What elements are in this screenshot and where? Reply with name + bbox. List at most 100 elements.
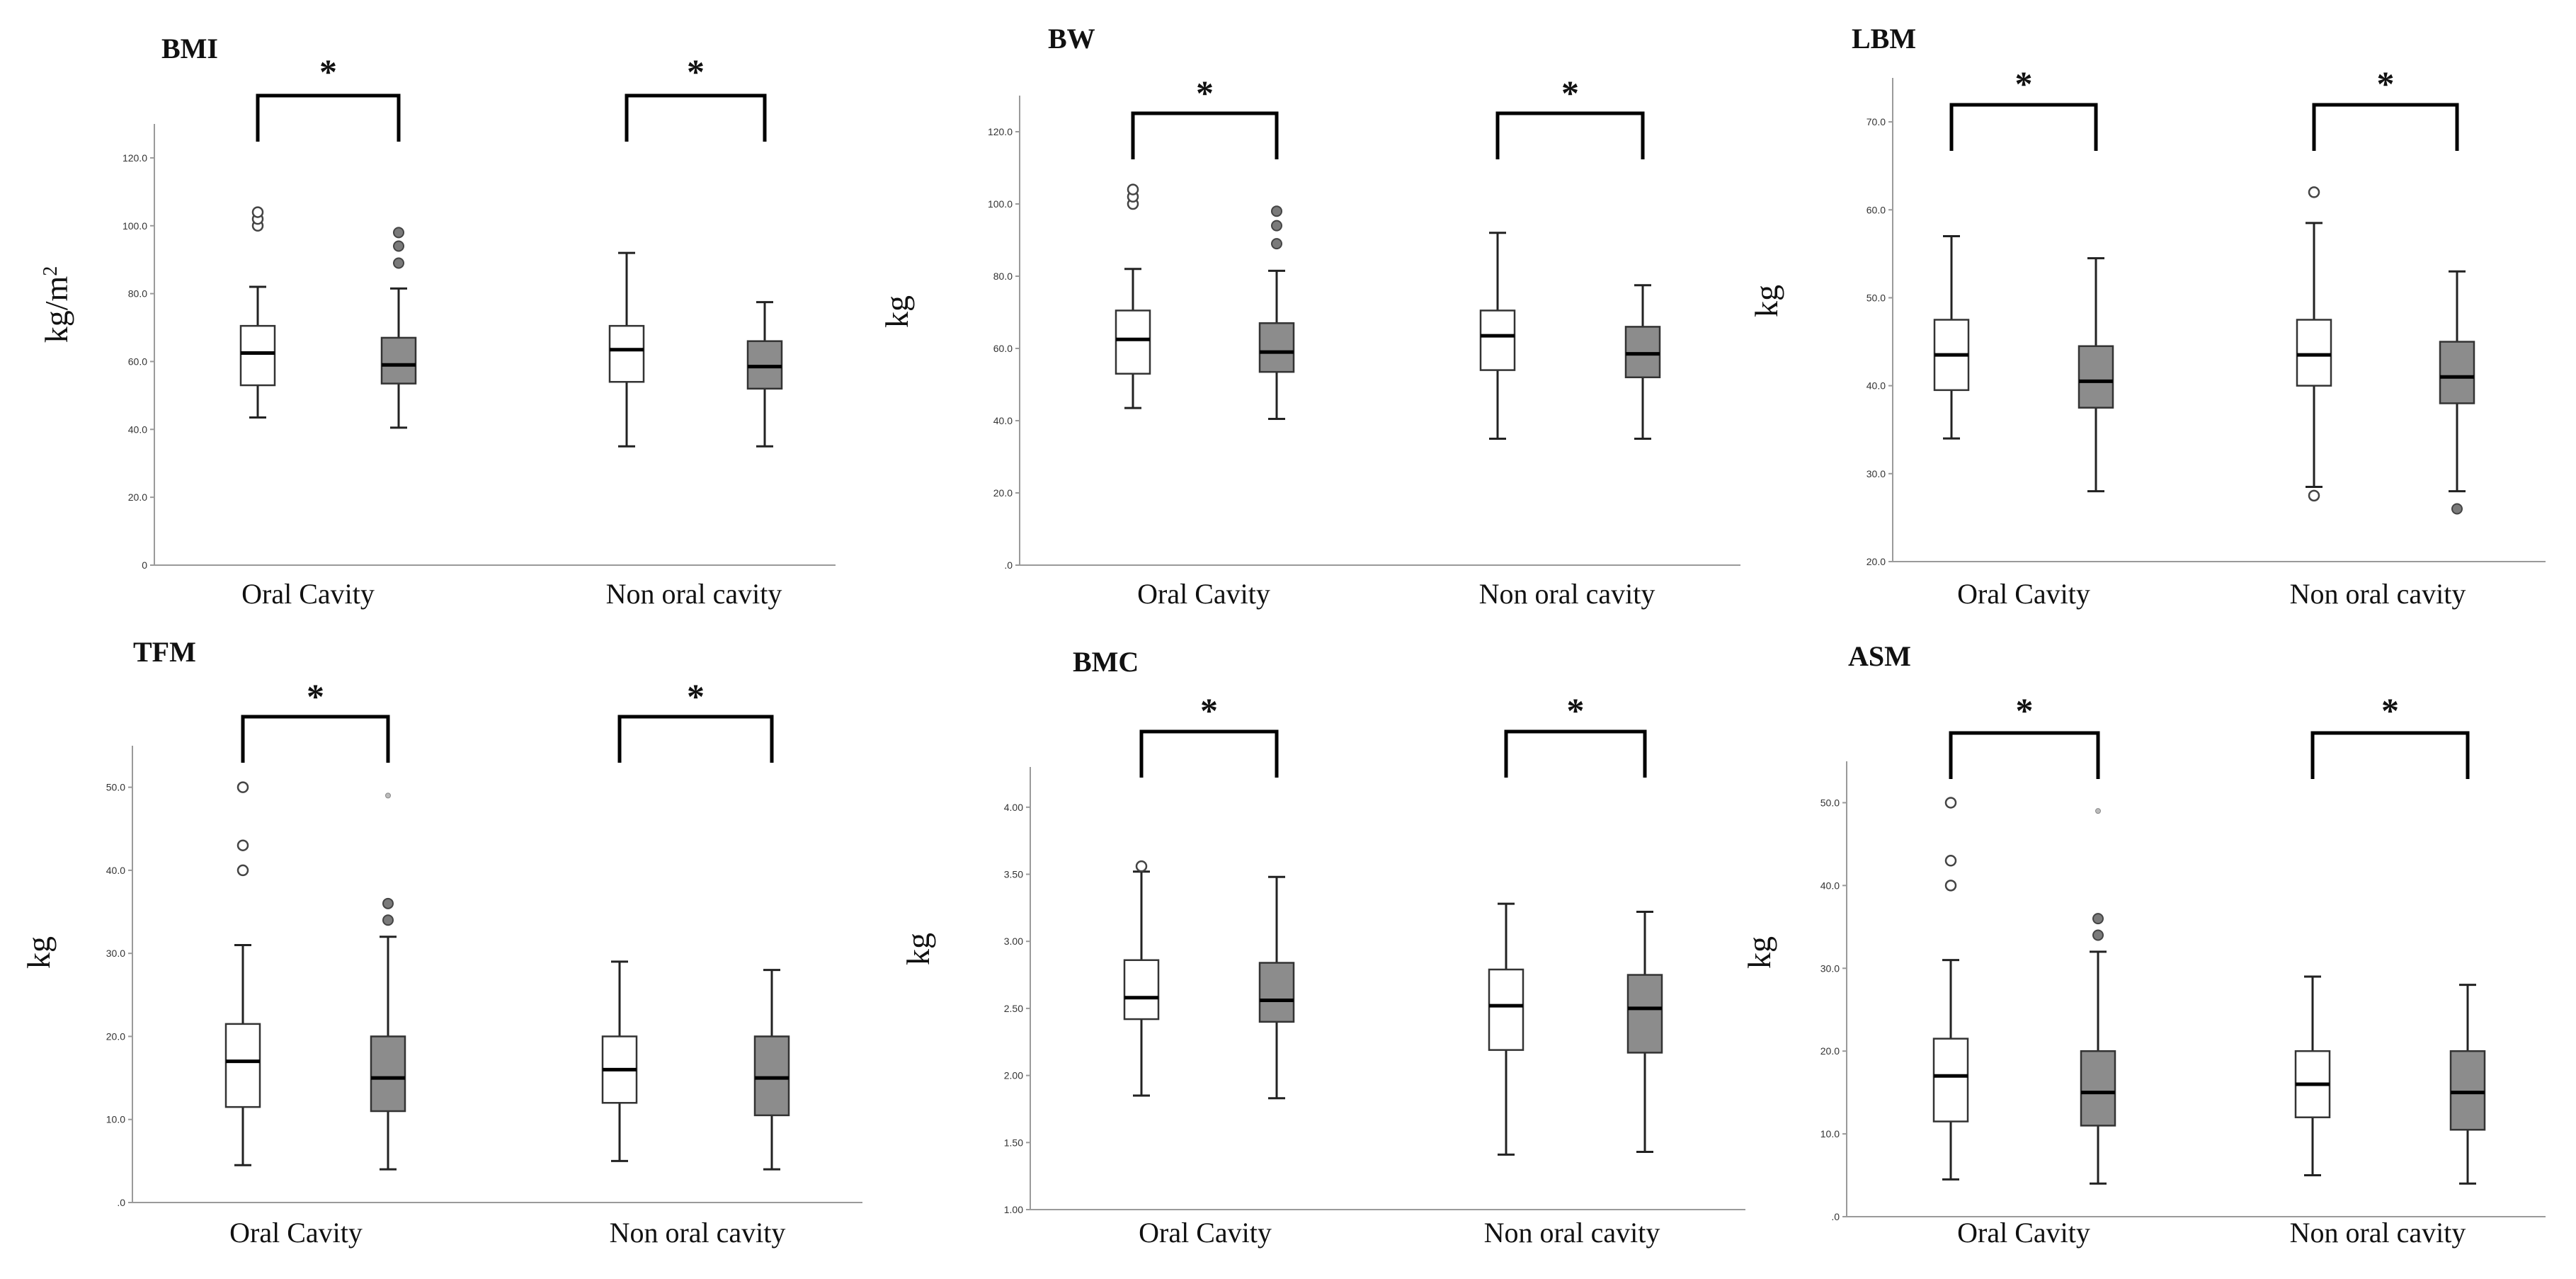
outlier-point xyxy=(2308,489,2320,502)
iqr-box xyxy=(224,1023,261,1108)
significance-bracket xyxy=(625,93,767,142)
outlier-point xyxy=(393,240,404,252)
significance-bracket xyxy=(1949,731,2100,779)
box-dark xyxy=(1626,911,1663,1154)
panel-title: BMI xyxy=(161,33,218,64)
y-tick-label: 60.0 xyxy=(993,343,1013,354)
y-tick-label: 50.0 xyxy=(106,782,125,793)
y-tick-label: 30.0 xyxy=(1820,962,1840,974)
outlier-point xyxy=(1271,205,1282,217)
iqr-box xyxy=(1123,959,1160,1021)
iqr-box xyxy=(2078,345,2114,409)
significance-bracket xyxy=(256,93,401,142)
x-category-label: Oral Cavity xyxy=(229,1217,363,1249)
significance-star: * xyxy=(319,52,337,91)
box-light xyxy=(1123,860,1160,1097)
iqr-box xyxy=(1115,309,1151,375)
significance-star: * xyxy=(687,52,705,91)
iqr-box xyxy=(753,1035,790,1117)
panel-title: TFM xyxy=(133,636,196,668)
y-tick-label: 2.50 xyxy=(1004,1003,1023,1014)
y-axis-label: kg xyxy=(900,933,936,965)
x-category-label: Non oral cavity xyxy=(610,1217,786,1249)
significance-bracket xyxy=(2312,103,2459,151)
outlier-point xyxy=(1944,797,1957,809)
panel-bmc: 1.00 1.50 2.00 2.50 3.00 3.50 4.00 BMC kg Oral Ca… xyxy=(900,646,1745,1249)
significance-star: * xyxy=(2377,64,2395,103)
panel-lbm: 20.0 30.0 40.0 50.0 60.0 70.0 LBM kg Oral Cavity… xyxy=(1748,23,2546,610)
x-category-label: Non oral cavity xyxy=(606,578,782,610)
iqr-box xyxy=(2296,319,2332,387)
y-tick-label: .0 xyxy=(1004,559,1013,571)
y-tick-label: 40.0 xyxy=(1867,380,1886,392)
y-tick-label: 1.50 xyxy=(1004,1137,1023,1148)
box-dark xyxy=(753,969,790,1171)
outlier-point xyxy=(1135,860,1148,872)
significance-star: * xyxy=(1196,73,1214,113)
box-dark xyxy=(1624,284,1661,440)
outlier-point xyxy=(2092,929,2104,941)
y-tick-label: 40.0 xyxy=(1820,880,1840,891)
box-dark xyxy=(2080,808,2116,1185)
outlier-point xyxy=(1271,238,1282,250)
box-dark xyxy=(1258,875,1295,1100)
box-light xyxy=(1115,183,1151,409)
y-tick-label: 20.0 xyxy=(993,487,1013,499)
panel-title: LBM xyxy=(1852,23,1916,55)
iqr-box xyxy=(1488,968,1524,1051)
y-tick-label: 50.0 xyxy=(1820,797,1840,808)
iqr-box xyxy=(1258,962,1295,1023)
outlier-point xyxy=(2451,503,2463,515)
panel-tfm: .0 10.0 20.0 30.0 40.0 50.0 TFM kg Oral Cavity No… xyxy=(21,636,862,1249)
iqr-box xyxy=(2449,1050,2486,1131)
box-dark xyxy=(1258,205,1295,420)
x-category-label: Oral Cavity xyxy=(1957,1217,2090,1249)
y-tick-label: 50.0 xyxy=(1867,292,1886,303)
outlier-point xyxy=(2095,808,2101,814)
y-tick-label: 3.50 xyxy=(1004,869,1023,880)
y-tick-label: 100.0 xyxy=(988,198,1013,210)
significance-star: * xyxy=(2015,64,2033,103)
y-tick-label: 4.00 xyxy=(1004,802,1023,813)
significance-bracket xyxy=(241,715,390,763)
y-tick-label: 20.0 xyxy=(1820,1045,1840,1057)
y-tick-label: 80.0 xyxy=(993,271,1013,282)
y-tick-label: 60.0 xyxy=(1867,204,1886,215)
box-light xyxy=(1479,232,1516,440)
box-dark xyxy=(746,301,783,448)
significance-bracket xyxy=(1131,111,1279,159)
significance-star: * xyxy=(1561,73,1579,113)
y-tick-label: 100.0 xyxy=(122,220,147,232)
y-tick-label: 40.0 xyxy=(993,415,1013,426)
iqr-box xyxy=(380,336,417,385)
significance-star: * xyxy=(2016,690,2034,730)
iqr-box xyxy=(239,324,276,387)
significance-bracket xyxy=(1504,729,1647,778)
outlier-point xyxy=(1944,880,1957,892)
outlier-point xyxy=(1271,220,1282,232)
x-category-label: Oral Cavity xyxy=(241,578,375,610)
box-light xyxy=(1932,797,1969,1181)
outlier-point xyxy=(2092,913,2104,925)
y-tick-label: 40.0 xyxy=(106,865,125,876)
outlier-point xyxy=(382,897,394,909)
y-tick-label: 30.0 xyxy=(106,948,125,959)
significance-bracket xyxy=(1495,111,1645,159)
x-category-label: Oral Cavity xyxy=(1137,578,1270,610)
iqr-box xyxy=(1626,974,1663,1054)
y-axis-label: kg/m2 xyxy=(38,266,74,343)
y-tick-label: 20.0 xyxy=(128,491,147,503)
box-dark xyxy=(2078,257,2114,493)
box-dark xyxy=(370,792,406,1171)
outlier-point xyxy=(382,914,394,926)
panel-bw: .0 20.0 40.0 60.0 80.0 100.0 120.0 BW kg Oral Cav… xyxy=(879,23,1740,610)
y-tick-label: .0 xyxy=(1831,1211,1840,1222)
iqr-box xyxy=(370,1035,406,1113)
significance-star: * xyxy=(2381,690,2399,730)
y-axis-label: kg xyxy=(1741,936,1777,969)
outlier-point xyxy=(236,839,249,851)
box-light xyxy=(239,206,276,419)
y-tick-label: 40.0 xyxy=(128,424,147,435)
panel-title: ASM xyxy=(1848,640,1911,672)
